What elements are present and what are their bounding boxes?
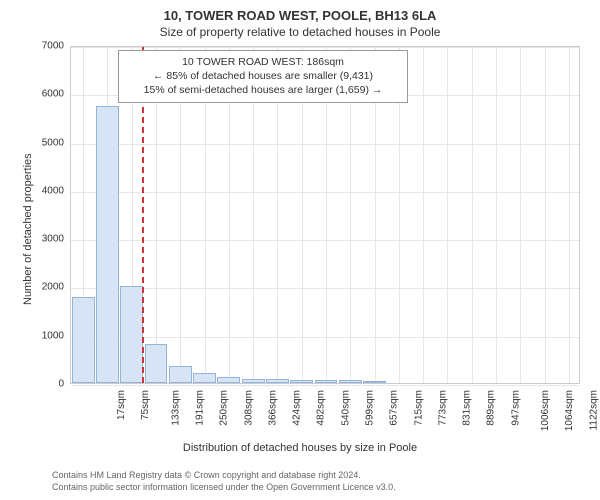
x-tick-label: 889sqm bbox=[486, 390, 497, 426]
gridline-h bbox=[71, 240, 579, 241]
x-tick-label: 133sqm bbox=[170, 390, 181, 426]
bar bbox=[339, 380, 362, 383]
gridline-v bbox=[472, 47, 473, 383]
gridline-h bbox=[71, 288, 579, 289]
gridline-v bbox=[423, 47, 424, 383]
x-axis-title: Distribution of detached houses by size … bbox=[0, 442, 600, 454]
x-tick-label: 947sqm bbox=[510, 390, 521, 426]
x-tick-label: 831sqm bbox=[462, 390, 473, 426]
bar bbox=[266, 379, 289, 383]
footer-line-1: Contains HM Land Registry data © Crown c… bbox=[52, 470, 396, 482]
x-tick-label: 17sqm bbox=[116, 390, 127, 420]
x-tick-label: 1006sqm bbox=[540, 390, 551, 431]
bar bbox=[193, 373, 216, 383]
annotation-line-3: 15% of semi-detached houses are larger (… bbox=[127, 83, 399, 97]
gridline-v bbox=[520, 47, 521, 383]
y-tick-label: 3000 bbox=[32, 234, 64, 245]
chart-title: 10, TOWER ROAD WEST, POOLE, BH13 6LA bbox=[0, 0, 600, 23]
bar bbox=[315, 380, 338, 383]
bar bbox=[96, 106, 119, 383]
x-tick-label: 482sqm bbox=[316, 390, 327, 426]
gridline-h bbox=[71, 385, 579, 386]
x-tick-label: 250sqm bbox=[219, 390, 230, 426]
footer-line-2: Contains public sector information licen… bbox=[52, 482, 396, 494]
x-tick-label: 773sqm bbox=[437, 390, 448, 426]
x-tick-label: 657sqm bbox=[389, 390, 400, 426]
y-tick-label: 6000 bbox=[32, 89, 64, 100]
gridline-h bbox=[71, 192, 579, 193]
y-tick-label: 5000 bbox=[32, 137, 64, 148]
bar bbox=[72, 297, 95, 383]
annotation-line-1: 10 TOWER ROAD WEST: 186sqm bbox=[127, 55, 399, 69]
gridline-h bbox=[71, 144, 579, 145]
bar bbox=[169, 366, 192, 383]
chart-subtitle: Size of property relative to detached ho… bbox=[0, 25, 600, 39]
bar bbox=[120, 286, 143, 383]
x-tick-label: 191sqm bbox=[195, 390, 206, 426]
x-tick-label: 1064sqm bbox=[564, 390, 575, 431]
y-tick-label: 4000 bbox=[32, 185, 64, 196]
y-tick-label: 0 bbox=[32, 379, 64, 390]
x-tick-label: 1122sqm bbox=[588, 390, 599, 430]
bar bbox=[363, 381, 386, 383]
x-tick-label: 715sqm bbox=[413, 390, 424, 426]
annotation-box: 10 TOWER ROAD WEST: 186sqm ← 85% of deta… bbox=[118, 50, 408, 103]
y-axis-title: Number of detached properties bbox=[22, 153, 34, 305]
gridline-v bbox=[496, 47, 497, 383]
bar bbox=[290, 380, 313, 383]
y-tick-label: 7000 bbox=[32, 41, 64, 52]
gridline-h bbox=[71, 47, 579, 48]
gridline-v bbox=[545, 47, 546, 383]
x-tick-label: 599sqm bbox=[365, 390, 376, 426]
y-tick-label: 1000 bbox=[32, 330, 64, 341]
gridline-v bbox=[569, 47, 570, 383]
bar bbox=[145, 344, 168, 383]
annotation-line-2: ← 85% of detached houses are smaller (9,… bbox=[127, 69, 399, 83]
footer: Contains HM Land Registry data © Crown c… bbox=[52, 470, 396, 493]
x-tick-label: 75sqm bbox=[140, 390, 151, 420]
gridline-h bbox=[71, 337, 579, 338]
gridline-v bbox=[447, 47, 448, 383]
bar bbox=[242, 379, 265, 383]
bar bbox=[217, 377, 240, 383]
x-tick-label: 308sqm bbox=[243, 390, 254, 426]
y-tick-label: 2000 bbox=[32, 282, 64, 293]
x-tick-label: 366sqm bbox=[267, 390, 278, 426]
x-tick-label: 424sqm bbox=[292, 390, 303, 426]
x-tick-label: 540sqm bbox=[340, 390, 351, 426]
